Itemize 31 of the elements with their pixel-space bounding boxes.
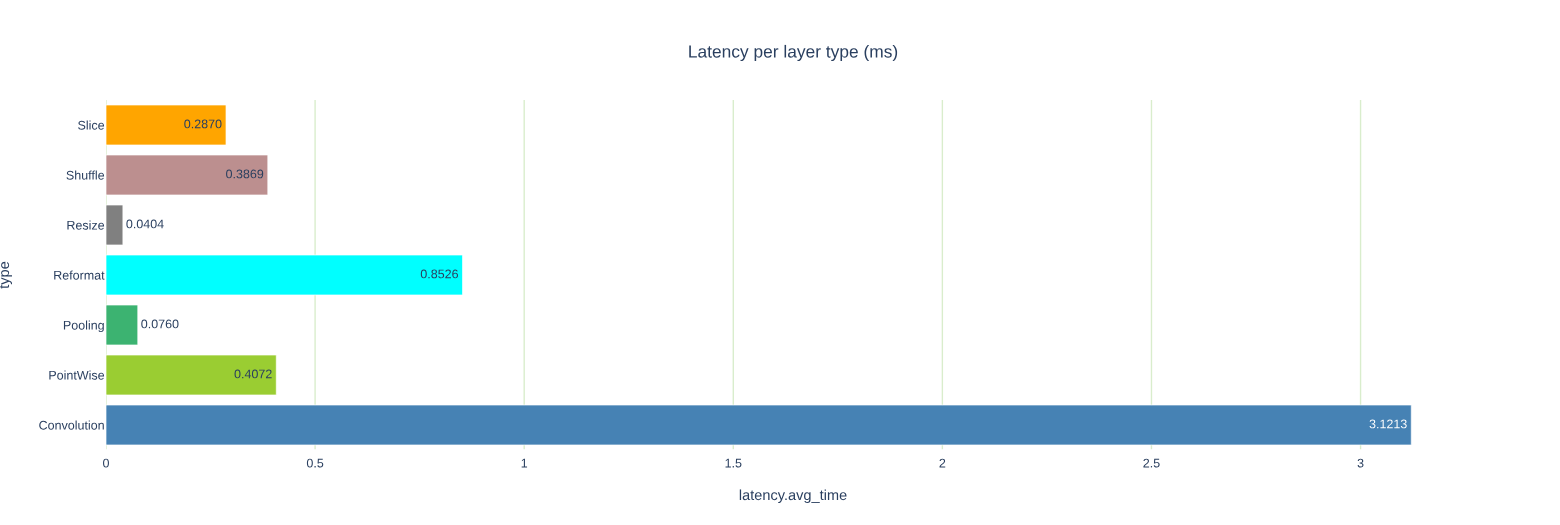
data-label: 0.4072 xyxy=(234,369,272,379)
data-label: 0.0760 xyxy=(141,319,179,329)
y-tick-label: Shuffle xyxy=(66,170,105,180)
y-tick-label: Resize xyxy=(67,220,105,230)
bar xyxy=(106,154,269,196)
y-tick-label: Pooling xyxy=(63,320,104,333)
x-tick-label: 1 xyxy=(521,458,528,468)
y-tick-label: Convolution xyxy=(39,420,104,430)
x-tick-label: 1.5 xyxy=(725,458,742,468)
y-axis-title: type xyxy=(0,261,12,289)
chart-title: Latency per layer type (ms) xyxy=(689,44,898,62)
bar xyxy=(106,104,227,146)
y-tick-label: Reformat xyxy=(54,270,105,280)
x-tick-label: 0.5 xyxy=(306,458,324,468)
x-tick-label: 2.5 xyxy=(1143,458,1160,468)
data-label: 3.1213 xyxy=(1369,419,1407,429)
x-axis-title: latency.avg_time xyxy=(739,489,847,504)
bar xyxy=(106,304,139,346)
data-label: 0.0404 xyxy=(126,219,164,229)
data-label: 0.2870 xyxy=(184,119,222,129)
bar xyxy=(106,404,1412,446)
bar xyxy=(106,254,463,296)
x-tick-label: 3 xyxy=(1357,458,1364,468)
y-tick-label: PointWise xyxy=(49,370,105,380)
y-tick-label: Slice xyxy=(78,120,105,130)
bar xyxy=(106,204,124,246)
bar xyxy=(106,354,277,396)
x-tick-label: 2 xyxy=(939,458,946,468)
data-label: 0.8526 xyxy=(420,269,458,279)
x-tick-label: 0 xyxy=(103,458,109,468)
data-label: 0.3869 xyxy=(226,169,264,179)
